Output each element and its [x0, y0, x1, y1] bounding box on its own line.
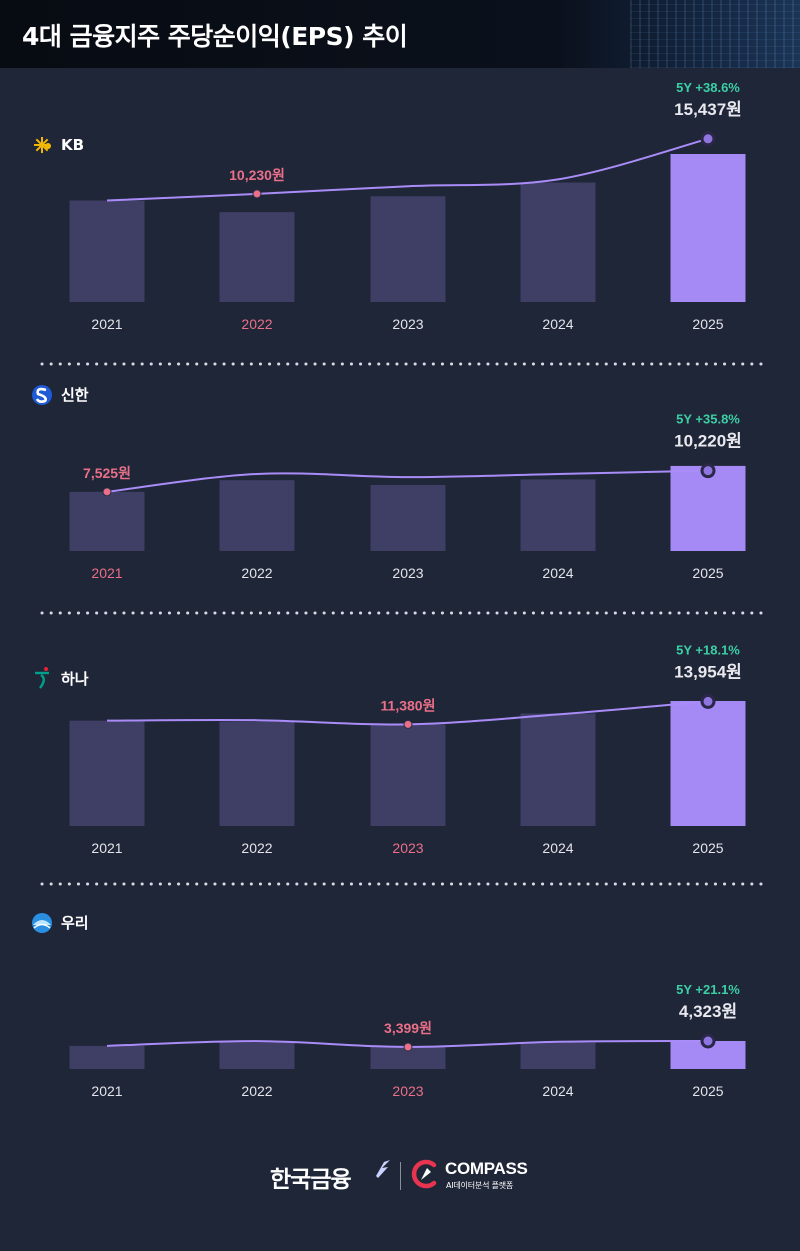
- bar-2021: [69, 491, 145, 551]
- bar-2022: [219, 480, 295, 551]
- woori-icon: [32, 913, 52, 933]
- highlight-value-label: 10,230원: [229, 167, 285, 183]
- bank-name: KB: [61, 136, 84, 154]
- year-label-2021: 2021: [91, 840, 122, 856]
- year-label-2022: 2022: [241, 840, 272, 856]
- kb-star-icon: [34, 137, 51, 153]
- year-label-2023: 2023: [392, 1083, 423, 1099]
- highlight-point: [403, 719, 413, 729]
- footer: 한국금융 COMPASS AI데이터분석 플랫폼: [0, 1152, 800, 1202]
- year-label-2024: 2024: [542, 565, 573, 581]
- bar-2025: [670, 701, 746, 826]
- end-point: [700, 693, 716, 709]
- compass-logo-icon: [411, 1159, 437, 1189]
- year-label-2021: 2021: [91, 1083, 122, 1099]
- highlight-point: [102, 487, 112, 497]
- bar-2024: [520, 182, 596, 302]
- woori-arc: [33, 920, 51, 925]
- bar-2024: [520, 479, 596, 551]
- bar-2021: [69, 720, 145, 826]
- growth-label: 5Y +18.1%: [676, 642, 740, 657]
- bar-2024: [520, 713, 596, 826]
- year-label-2025: 2025: [692, 840, 723, 856]
- highlight-value-label: 11,380원: [381, 697, 436, 713]
- year-label-2021: 2021: [91, 565, 122, 581]
- growth-label: 5Y +38.6%: [676, 80, 740, 95]
- year-label-2025: 2025: [692, 565, 723, 581]
- bar-2025: [670, 465, 746, 551]
- year-label-2023: 2023: [392, 316, 423, 332]
- bar-2025: [670, 154, 746, 302]
- growth-label: 5Y +35.8%: [676, 412, 740, 427]
- year-label-2025: 2025: [692, 1083, 723, 1099]
- year-label-2022: 2022: [241, 1083, 272, 1099]
- year-label-2024: 2024: [542, 840, 573, 856]
- year-label-2021: 2021: [91, 316, 122, 332]
- hana-stem: [39, 674, 45, 689]
- bar-2022: [219, 212, 295, 302]
- header-decoration: [630, 0, 800, 68]
- year-label-2025: 2025: [692, 316, 723, 332]
- end-point: [700, 1033, 716, 1049]
- highlight-value-label: 7,525원: [83, 465, 131, 481]
- brand-hankook: 한국금융: [270, 1167, 352, 1193]
- year-label-2023: 2023: [392, 840, 423, 856]
- header-banner: 4대 금융지주 주당순이익(EPS) 추이: [0, 0, 800, 68]
- woori-line: [33, 923, 51, 929]
- highlight-point: [403, 1042, 413, 1052]
- year-label-2024: 2024: [542, 316, 573, 332]
- bar-2021: [69, 1045, 145, 1069]
- brand-swoosh-icon: [376, 1160, 390, 1178]
- year-label-2024: 2024: [542, 1083, 573, 1099]
- end-point: [700, 131, 716, 147]
- bar-2022: [219, 1042, 295, 1069]
- end-value-label: 15,437원: [674, 100, 742, 119]
- bank-name: 신한: [61, 386, 89, 404]
- end-value-label: 4,323원: [679, 1002, 737, 1021]
- bank-name: 우리: [61, 914, 89, 932]
- bar-2022: [219, 721, 295, 826]
- bar-2023: [370, 724, 446, 826]
- kb-star-dot: [45, 143, 51, 149]
- shinhan-s-icon: [32, 385, 52, 405]
- highlight-value-label: 3,399원: [384, 1020, 432, 1036]
- footer-divider: [400, 1162, 401, 1190]
- year-label-2023: 2023: [392, 565, 423, 581]
- bank-name: 하나: [61, 670, 89, 688]
- bar-2024: [520, 1042, 596, 1069]
- bar-2021: [69, 200, 145, 302]
- shinhan-s-stroke: [35, 387, 47, 403]
- bar-2023: [370, 484, 446, 551]
- compass-tagline: AI데이터분석 플랫폼: [446, 1181, 514, 1190]
- page-title: 4대 금융지주 주당순이익(EPS) 추이: [22, 22, 408, 51]
- bar-2023: [370, 1046, 446, 1069]
- end-value-label: 10,220원: [674, 432, 742, 451]
- kb-star-ray: [35, 138, 49, 152]
- hana-dot: [44, 667, 48, 671]
- hana-icon: [35, 667, 49, 689]
- eps-trend-line: [106, 469, 709, 493]
- end-value-label: 13,954원: [674, 662, 742, 681]
- compass-name: COMPASS: [445, 1159, 528, 1178]
- end-point: [700, 463, 716, 479]
- eps-charts: KB 10,230원 15,437원 5Y +38.6% 2021 2022 2023 202…: [32, 80, 766, 1099]
- bar-2023: [370, 196, 446, 302]
- year-label-2022: 2022: [241, 565, 272, 581]
- eps-trend-line: [106, 137, 709, 202]
- growth-label: 5Y +21.1%: [676, 982, 740, 997]
- year-label-2022: 2022: [241, 316, 272, 332]
- highlight-point: [252, 189, 262, 199]
